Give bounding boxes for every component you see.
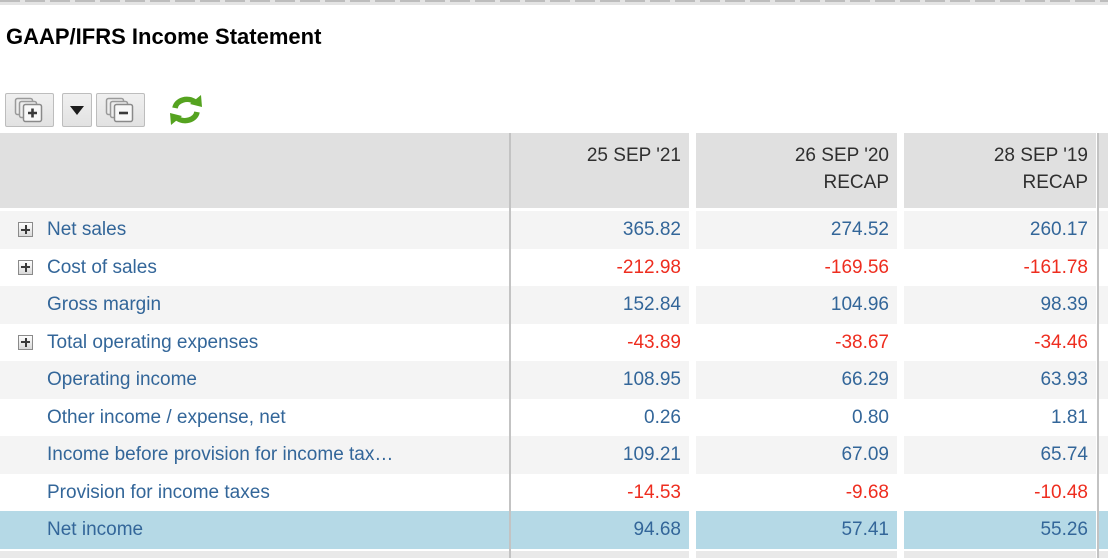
stacked-pages-minus-icon — [105, 97, 133, 122]
refresh-arrows-icon — [170, 95, 202, 125]
value-cell: -34.46 — [904, 323, 1096, 361]
row-label-cell: Income before provision for income tax… — [0, 436, 509, 474]
row-label-cell: Net income — [0, 511, 509, 549]
partial-cell — [1099, 248, 1108, 286]
row-label-cell: Gross margin — [0, 286, 509, 324]
table-row: Provision for income taxes -14.53 -9.68 … — [0, 473, 1108, 511]
value-cell: -169.56 — [696, 248, 897, 286]
column-header-period-1: 25 SEP '21 — [511, 133, 689, 208]
column-header-period-3: 28 SEP '19 RECAP — [904, 133, 1096, 208]
toolbar — [5, 93, 204, 127]
column-header-date: 26 SEP '20 — [794, 145, 889, 166]
table-row: Operating income 108.95 66.29 63.93 — [0, 361, 1108, 399]
row-label-cell: Net sales — [0, 211, 509, 249]
value-cell: 152.84 — [511, 286, 689, 324]
partial-cell — [1099, 473, 1108, 511]
stacked-pages-plus-icon — [14, 97, 42, 122]
header-label-cell — [0, 133, 509, 208]
value-cell: 0.80 — [696, 398, 897, 436]
expand-plus-icon[interactable] — [18, 222, 33, 237]
row-label: Gross margin — [47, 294, 162, 315]
partial-cell — [1099, 211, 1108, 249]
value-cell: 365.82 — [511, 211, 689, 249]
refresh-button[interactable] — [168, 94, 204, 126]
column-splitter[interactable] — [509, 133, 511, 558]
partial-cell — [1099, 361, 1108, 399]
column-splitter[interactable] — [1097, 133, 1099, 558]
row-label-cell: Provision for income taxes — [0, 473, 509, 511]
row-label[interactable]: Total operating expenses — [47, 331, 259, 353]
row-label-cell: Other income / expense, net — [0, 398, 509, 436]
value-cell: 65.74 — [904, 436, 1096, 474]
table-row: Gross margin 152.84 104.96 98.39 — [0, 286, 1108, 324]
column-header-period-2: 26 SEP '20 RECAP — [696, 133, 897, 208]
partial-cell — [1099, 286, 1108, 324]
value-cell: 274.52 — [696, 211, 897, 249]
table-header-row: 25 SEP '21 26 SEP '20 RECAP 28 SEP '19 R… — [0, 133, 1108, 208]
row-label-cell: Total operating expenses — [0, 323, 509, 361]
row-label: Provision for income taxes — [47, 481, 270, 503]
value-cell: -212.98 — [511, 248, 689, 286]
column-header-date: 25 SEP '21 — [586, 145, 681, 166]
value-cell: 98.39 — [904, 286, 1096, 324]
clipped-next-row — [0, 550, 1108, 558]
value-cell: -43.89 — [511, 323, 689, 361]
partial-cell — [1099, 511, 1108, 549]
value-cell: 1.81 — [904, 398, 1096, 436]
row-label[interactable]: Cost of sales — [47, 256, 157, 278]
value-cell: -38.67 — [696, 323, 897, 361]
value-cell: -14.53 — [511, 473, 689, 511]
header-partial-cell — [1099, 133, 1108, 208]
table-row: Net sales 365.82 274.52 260.17 — [0, 211, 1108, 249]
value-cell: 108.95 — [511, 361, 689, 399]
income-statement-table: 25 SEP '21 26 SEP '20 RECAP 28 SEP '19 R… — [0, 133, 1108, 558]
value-cell: 94.68 — [511, 511, 689, 549]
value-cell: 63.93 — [904, 361, 1096, 399]
column-header-date: 28 SEP '19 — [993, 145, 1088, 166]
table-row: Total operating expenses -43.89 -38.67 -… — [0, 323, 1108, 361]
panel-edge-divider — [0, 0, 1108, 5]
page-title: GAAP/IFRS Income Statement — [6, 24, 322, 49]
table-row-highlighted: Net income 94.68 57.41 55.26 — [0, 511, 1108, 549]
expand-all-button[interactable] — [5, 93, 54, 127]
expand-options-button[interactable] — [62, 93, 92, 127]
value-cell: 57.41 — [696, 511, 897, 549]
value-cell: -10.48 — [904, 473, 1096, 511]
value-cell: -161.78 — [904, 248, 1096, 286]
value-cell: 55.26 — [904, 511, 1096, 549]
row-label-cell: Cost of sales — [0, 248, 509, 286]
table-row: Cost of sales -212.98 -169.56 -161.78 — [0, 248, 1108, 286]
expand-plus-icon[interactable] — [18, 334, 33, 350]
row-label-cell: Operating income — [0, 361, 509, 399]
column-header-subtitle: RECAP — [1022, 172, 1088, 193]
row-label: Income before provision for income tax… — [47, 444, 394, 465]
value-cell: -9.68 — [696, 473, 897, 511]
partial-cell — [1099, 398, 1108, 436]
partial-cell — [1099, 436, 1108, 474]
table-row: Other income / expense, net 0.26 0.80 1.… — [0, 398, 1108, 436]
collapse-all-button[interactable] — [96, 93, 145, 127]
value-cell: 260.17 — [904, 211, 1096, 249]
row-label: Other income / expense, net — [47, 406, 286, 428]
row-label: Net income — [47, 519, 144, 540]
row-label[interactable]: Net sales — [47, 219, 127, 240]
caret-down-icon — [70, 105, 84, 115]
value-cell: 67.09 — [696, 436, 897, 474]
column-header-subtitle: RECAP — [823, 172, 889, 193]
value-cell: 104.96 — [696, 286, 897, 324]
expand-plus-icon[interactable] — [18, 259, 33, 275]
table-row: Income before provision for income tax… … — [0, 436, 1108, 474]
partial-cell — [1099, 323, 1108, 361]
value-cell: 109.21 — [511, 436, 689, 474]
value-cell: 66.29 — [696, 361, 897, 399]
row-label: Operating income — [47, 369, 197, 390]
value-cell: 0.26 — [511, 398, 689, 436]
